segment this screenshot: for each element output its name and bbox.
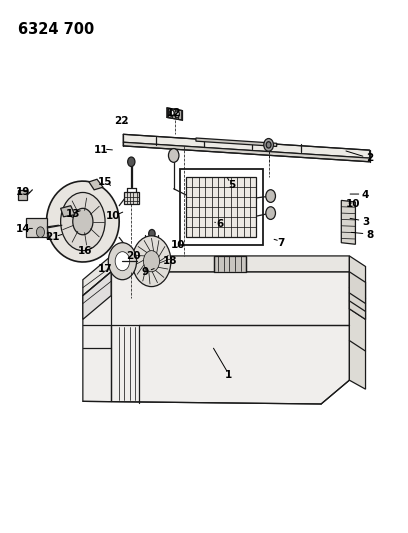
Text: 5: 5 [228, 180, 236, 190]
Text: 2: 2 [366, 153, 373, 163]
Text: 19: 19 [16, 188, 31, 197]
Text: 10: 10 [171, 240, 185, 251]
Circle shape [149, 230, 155, 238]
Circle shape [266, 190, 275, 203]
Bar [186, 176, 257, 237]
Polygon shape [26, 218, 47, 237]
Circle shape [266, 142, 271, 148]
Text: 11: 11 [94, 145, 108, 155]
Circle shape [175, 111, 180, 117]
Text: 16: 16 [78, 246, 92, 256]
Polygon shape [83, 272, 111, 319]
Text: 1: 1 [225, 370, 232, 380]
Text: 14: 14 [16, 224, 30, 235]
Circle shape [73, 208, 93, 235]
Text: 10: 10 [106, 211, 120, 221]
Text: 4: 4 [362, 190, 369, 200]
Bar [18, 190, 27, 200]
Polygon shape [123, 134, 370, 158]
Polygon shape [83, 272, 349, 404]
Bar [140, 245, 164, 282]
Text: 12: 12 [166, 108, 181, 118]
Circle shape [169, 110, 174, 116]
Circle shape [144, 251, 160, 272]
Text: 8: 8 [366, 230, 373, 240]
Circle shape [128, 157, 135, 166]
Circle shape [266, 207, 275, 220]
Circle shape [132, 236, 171, 287]
Text: 17: 17 [98, 264, 112, 274]
Text: 21: 21 [45, 232, 60, 243]
Ellipse shape [44, 218, 51, 238]
Text: 9: 9 [142, 267, 149, 277]
Polygon shape [167, 108, 182, 120]
Text: 3: 3 [362, 216, 369, 227]
Text: 22: 22 [114, 116, 129, 126]
Polygon shape [124, 192, 140, 204]
Circle shape [264, 139, 273, 151]
Circle shape [61, 192, 105, 251]
Polygon shape [214, 256, 246, 272]
Circle shape [169, 149, 179, 163]
Circle shape [108, 243, 137, 280]
Polygon shape [123, 142, 370, 162]
Polygon shape [196, 138, 277, 147]
Polygon shape [89, 179, 103, 190]
Polygon shape [83, 256, 349, 296]
Text: 18: 18 [162, 256, 177, 266]
Polygon shape [349, 256, 366, 389]
Polygon shape [349, 272, 366, 319]
Text: 7: 7 [277, 238, 284, 248]
Polygon shape [341, 200, 355, 244]
Circle shape [36, 227, 44, 237]
Text: 13: 13 [66, 208, 80, 219]
Circle shape [115, 252, 130, 271]
Text: 15: 15 [98, 177, 112, 187]
Text: 6324 700: 6324 700 [18, 22, 95, 37]
Text: 6: 6 [217, 219, 224, 229]
Text: 20: 20 [126, 251, 141, 261]
Text: 10: 10 [346, 199, 361, 209]
Polygon shape [61, 206, 75, 217]
Polygon shape [47, 181, 119, 262]
